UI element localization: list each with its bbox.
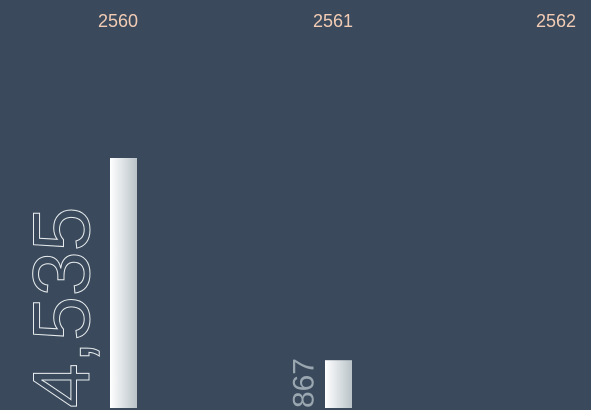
category-label: 2561 xyxy=(313,11,353,31)
value-label: 4,535 xyxy=(17,207,107,408)
category-label: 2560 xyxy=(98,11,138,31)
bar xyxy=(325,360,352,408)
category-label: 2562 xyxy=(536,11,576,31)
bar xyxy=(110,158,137,408)
value-label: 867 xyxy=(287,358,320,408)
